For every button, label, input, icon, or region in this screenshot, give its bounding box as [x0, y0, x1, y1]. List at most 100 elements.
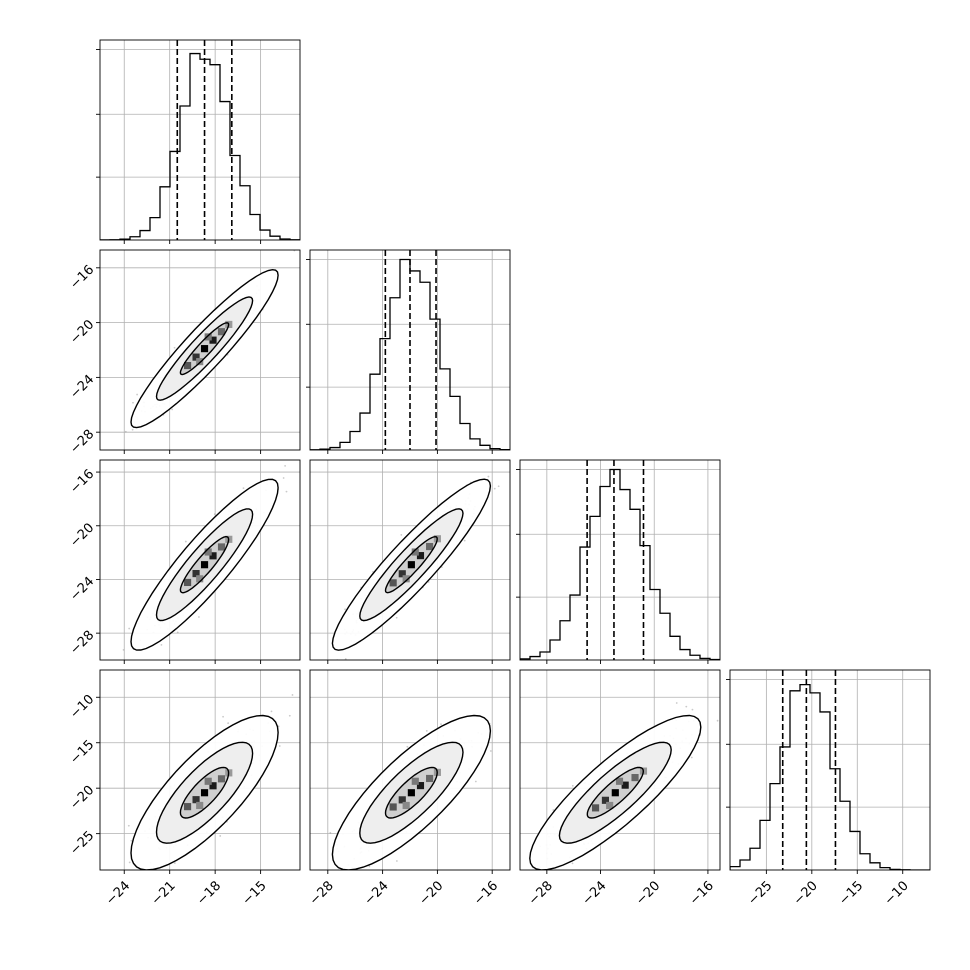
y-tick-label: −16	[67, 263, 97, 293]
sample-point	[511, 862, 513, 864]
sample-point	[474, 780, 477, 783]
sample-point	[555, 870, 557, 872]
contour-0	[179, 322, 230, 376]
density-cell	[196, 358, 204, 366]
x-tick-label: −20	[791, 878, 821, 908]
density-cell	[398, 570, 406, 578]
density-cell	[389, 803, 397, 811]
sample-point	[213, 513, 216, 516]
y-tick-label: −16	[67, 467, 97, 497]
density-cell	[217, 775, 226, 783]
x-tick-label: −28	[526, 878, 556, 908]
sample-point	[344, 608, 346, 611]
sample-point	[288, 714, 291, 717]
density-cell	[192, 570, 200, 578]
sample-point	[675, 702, 678, 704]
density-cell	[621, 781, 629, 789]
sample-point	[342, 874, 344, 876]
contour-0	[179, 766, 230, 819]
density-cell	[217, 328, 226, 336]
x-tick-label: −24	[580, 878, 610, 908]
density-cell	[407, 789, 415, 797]
contour-0	[586, 766, 645, 819]
sample-point	[329, 831, 332, 834]
sample-point	[571, 784, 574, 787]
sample-point	[552, 809, 555, 811]
sample-point	[171, 408, 174, 411]
contour-1	[359, 741, 464, 844]
sample-point	[222, 715, 224, 718]
density-cell	[398, 796, 406, 804]
histogram-1	[310, 258, 510, 450]
density-cell	[407, 561, 415, 569]
y-tick-label: −28	[67, 628, 97, 658]
contour-1	[155, 508, 254, 622]
x-tick-label: −15	[836, 878, 866, 908]
contour-1	[155, 296, 254, 401]
x-tick-label: −20	[633, 878, 663, 908]
density-cell	[611, 789, 619, 797]
sample-point	[160, 643, 163, 646]
y-tick-label: −20	[67, 783, 97, 813]
sample-point	[400, 534, 403, 536]
sample-point	[184, 540, 187, 543]
sample-point	[716, 719, 719, 722]
contour-2	[130, 478, 279, 651]
density-cell	[196, 801, 204, 810]
contour-2	[331, 714, 492, 870]
contour-2	[130, 268, 279, 429]
x-tick-label: −25	[745, 878, 775, 908]
histogram-2	[520, 468, 720, 660]
sample-point	[173, 862, 176, 864]
sample-point	[128, 861, 131, 864]
panel-1-0: −28 −24 −20 −16	[67, 249, 301, 457]
panel-3-1: −28 −24 −20 −16	[307, 669, 511, 908]
sample-point	[440, 723, 442, 726]
density-cell	[591, 804, 600, 812]
sample-point	[291, 694, 294, 696]
contour-1	[359, 508, 464, 622]
sample-point	[690, 756, 693, 759]
panel-frame	[99, 249, 301, 451]
density-cell	[209, 552, 217, 560]
density-cell	[411, 548, 419, 556]
density-cell	[200, 789, 209, 797]
x-tick-label: −24	[103, 878, 133, 908]
x-tick-label: −24	[362, 878, 392, 908]
panel-frame	[99, 39, 301, 241]
panel-2-2	[516, 459, 721, 664]
density-layer	[331, 475, 500, 660]
x-tick-label: −10	[882, 878, 912, 908]
sample-point	[344, 658, 347, 660]
density-cell	[606, 801, 614, 810]
x-tick-label: −20	[416, 878, 446, 908]
sample-point	[497, 485, 500, 488]
density-cell	[192, 353, 200, 361]
sample-point	[395, 860, 398, 862]
sample-point	[285, 490, 288, 493]
sample-point	[463, 539, 466, 542]
panel-frame	[519, 669, 721, 871]
density-cell	[184, 578, 192, 587]
sample-point	[487, 475, 490, 478]
sample-point	[132, 401, 134, 404]
density-cell	[402, 801, 410, 810]
panel-frame	[309, 669, 511, 871]
density-cell	[184, 803, 192, 811]
panel-1-1	[306, 249, 511, 454]
sample-point	[176, 631, 179, 634]
panel-3-0: −25 −20 −15 −10 −24 −21 −18 −15	[67, 669, 301, 908]
density-cell	[184, 362, 192, 370]
x-tick-label: −28	[307, 878, 337, 908]
contour-2	[130, 714, 279, 870]
sample-point	[489, 750, 492, 752]
panel-frame	[99, 669, 301, 871]
x-tick-label: −16	[687, 878, 717, 908]
sample-point	[130, 839, 133, 842]
density-cell	[204, 548, 212, 556]
histogram-0	[100, 52, 300, 240]
density-layer	[124, 250, 296, 433]
density-cell	[411, 777, 419, 785]
x-tick-label: −18	[194, 878, 224, 908]
panel-2-0: −28 −24 −20 −16	[67, 459, 301, 664]
